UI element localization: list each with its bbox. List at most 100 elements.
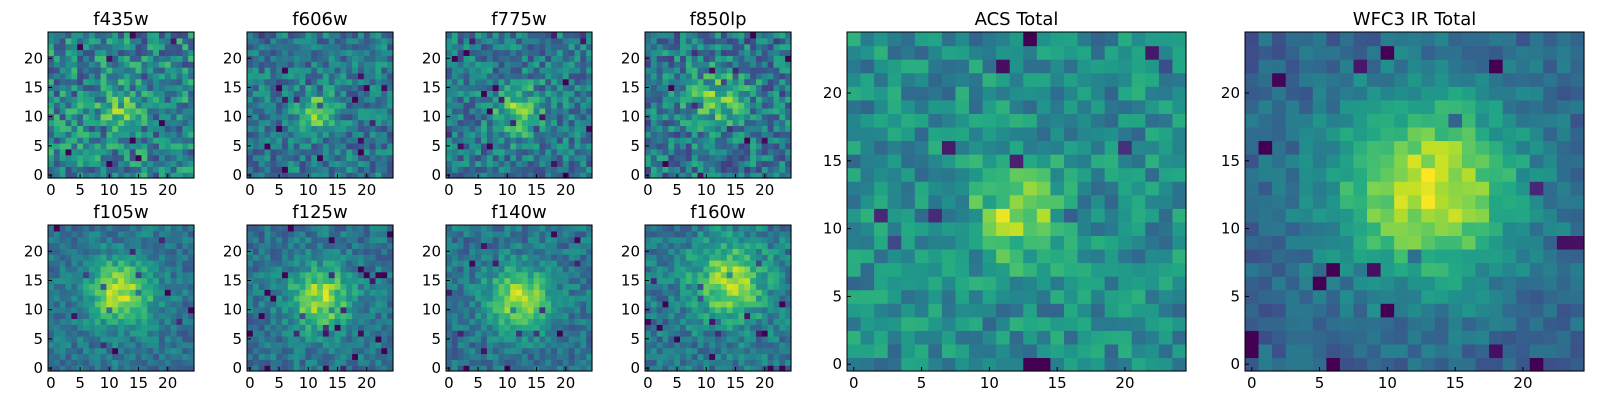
heatmap-cell: [135, 49, 143, 56]
heatmap-cell: [170, 102, 178, 109]
heatmap-cell: [481, 72, 488, 80]
heatmap-cell: [674, 119, 681, 127]
heatmap-cell: [510, 102, 517, 109]
heatmap-cell: [785, 300, 792, 308]
heatmap-cell: [556, 55, 564, 62]
heatmap-cell: [720, 131, 728, 138]
heatmap-cell: [282, 277, 289, 284]
heatmap-cell: [88, 225, 96, 232]
heatmap-cell: [498, 312, 505, 320]
heatmap-cell: [446, 324, 453, 331]
heatmap-cell: [118, 131, 125, 138]
heatmap-cell: [94, 131, 102, 138]
heatmap-cell: [527, 365, 535, 372]
heatmap-cell: [328, 359, 336, 366]
heatmap-cell: [533, 154, 541, 162]
heatmap-cell: [48, 265, 55, 273]
heatmap-cell: [252, 283, 260, 290]
heatmap-cell: [247, 254, 254, 261]
heatmap-cell: [182, 365, 189, 372]
heatmap-cell: [446, 119, 453, 127]
heatmap-cell: [88, 347, 96, 355]
heatmap-cell: [463, 318, 470, 325]
heatmap-cell: [158, 78, 166, 86]
heatmap-cell: [53, 312, 61, 320]
heatmap-cell: [709, 166, 716, 173]
heatmap-cell: [463, 242, 470, 249]
heatmap-cell: [697, 312, 704, 320]
heatmap-cell: [153, 119, 160, 127]
heatmap-cell: [287, 84, 295, 91]
heatmap-cell: [498, 78, 505, 86]
heatmap-cell: [182, 248, 189, 255]
heatmap-cell: [270, 107, 277, 115]
heatmap-cell: [586, 347, 593, 355]
heatmap-cell: [65, 67, 72, 74]
heatmap-cell: [299, 142, 306, 150]
heatmap-cell: [328, 306, 336, 314]
heatmap-cell: [135, 90, 143, 97]
heatmap-cell: [691, 90, 699, 97]
heatmap-cell: [276, 119, 283, 127]
heatmap-cell: [188, 37, 195, 45]
heatmap-cell: [527, 225, 535, 232]
heatmap-cell: [527, 160, 535, 167]
heatmap-cell: [481, 55, 488, 62]
heatmap-cell: [363, 37, 371, 45]
heatmap-cell: [252, 341, 260, 349]
heatmap-cell: [100, 119, 107, 127]
heatmap-cell: [299, 306, 306, 314]
heatmap-cell: [761, 271, 769, 279]
heatmap-cell: [305, 300, 312, 308]
heatmap-cell: [662, 330, 669, 337]
heatmap-cell: [703, 341, 710, 349]
heatmap-cell: [164, 283, 172, 290]
heatmap-cell: [650, 312, 658, 320]
heatmap-cell: [357, 154, 365, 162]
heatmap-cell: [738, 172, 745, 179]
heatmap-cell: [562, 84, 570, 91]
heatmap-cell: [129, 131, 137, 138]
heatmap-cell: [123, 90, 131, 97]
heatmap-cell: [247, 90, 254, 97]
heatmap-cell: [170, 365, 178, 372]
heatmap-cell: [100, 248, 107, 255]
heatmap-cell: [697, 295, 704, 302]
heatmap-cell: [363, 300, 371, 308]
heatmap-cell: [357, 55, 365, 62]
heatmap-cell: [738, 61, 745, 68]
heatmap-cell: [521, 335, 529, 343]
heatmap-cell: [463, 166, 470, 173]
heatmap-cell: [59, 172, 67, 179]
heatmap-cell: [258, 61, 266, 68]
heatmap-cell: [451, 78, 459, 86]
heatmap-cell: [691, 283, 699, 290]
heatmap-cell: [276, 131, 283, 138]
heatmap-cell: [539, 271, 546, 279]
heatmap-cell: [551, 113, 558, 121]
heatmap-cell: [53, 335, 61, 343]
heatmap-cell: [100, 154, 107, 162]
heatmap-cell: [276, 353, 283, 360]
heatmap-cell: [164, 265, 172, 273]
heatmap-cell: [264, 236, 271, 244]
heatmap-cell: [504, 43, 511, 51]
heatmap-cell: [258, 78, 266, 86]
heatmap-cell: [317, 295, 324, 302]
heatmap-cell: [322, 312, 330, 320]
heatmap-cell: [112, 72, 119, 80]
heatmap-cell: [59, 359, 67, 366]
heatmap-cell: [276, 324, 283, 331]
heatmap-cell: [785, 61, 792, 68]
heatmap-cell: [481, 90, 488, 97]
heatmap-cell: [486, 72, 494, 80]
heatmap-cell: [340, 90, 347, 97]
heatmap-cell: [750, 55, 757, 62]
heatmap-cell: [580, 72, 587, 80]
heatmap-cell: [533, 43, 541, 51]
heatmap-cell: [106, 248, 113, 255]
heatmap-cell: [463, 160, 470, 167]
heatmap-cell: [744, 55, 751, 62]
heatmap-cell: [574, 225, 581, 232]
heatmap-cell: [317, 242, 324, 249]
